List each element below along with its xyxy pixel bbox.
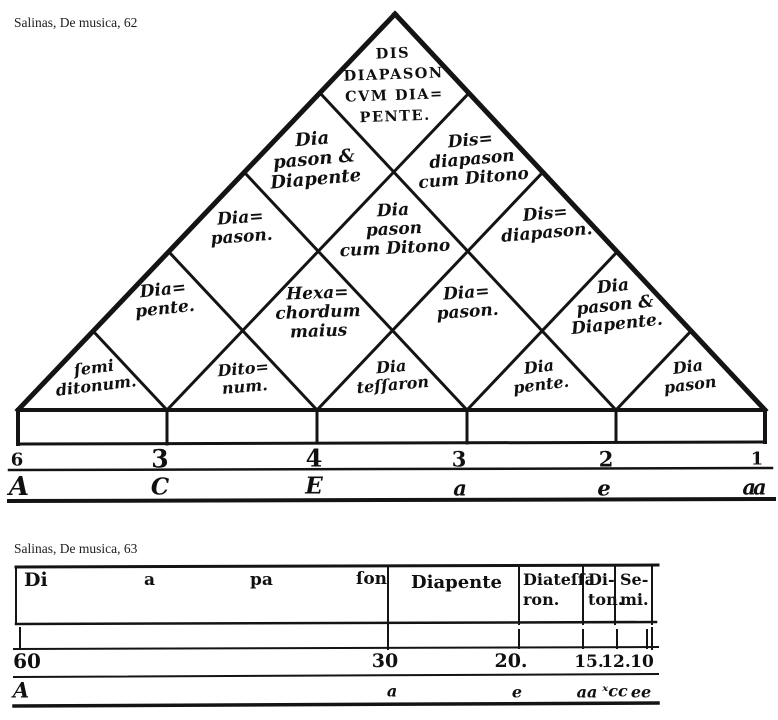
cell-diapason-et-diapente-row4: Dia pason & Diapente.	[570, 274, 664, 340]
triangle-outline	[14, 10, 769, 414]
diapason-syllable-di: Di	[24, 569, 48, 591]
base-number-3a: 3	[151, 444, 169, 474]
monochord-table-borders	[12, 563, 660, 708]
note-letter-aa: aa	[742, 474, 766, 500]
base-ruler	[16, 408, 767, 446]
monochord-number-30: 30	[371, 650, 399, 672]
cell-disdiapason-cum-ditono: Dis= diapason cum Ditono	[417, 128, 530, 194]
caption-fig63: Salinas, De musica, 63	[14, 541, 138, 556]
note-letter-C: C	[150, 473, 170, 501]
note-letter-e: e	[597, 475, 611, 501]
base-number-3b: 3	[451, 446, 467, 472]
diapason-syllable-son: ſon	[356, 569, 388, 589]
diapason-syllable-a: a	[144, 570, 156, 590]
cell-diapente-row4: Dia= pente.	[134, 277, 196, 323]
cell-disdiapason: Dis= diapason.	[500, 202, 594, 247]
note-letter-A: A	[8, 472, 30, 502]
cell-ditonum: Dito= num.	[216, 356, 270, 398]
base-number-2: 2	[598, 446, 614, 472]
header-cell-diapente: Diapente	[411, 572, 503, 593]
cell-diapente-row5: Dia pente.	[512, 355, 571, 398]
header-cell-diatessaron: Diateſſa ron.	[523, 570, 596, 609]
monochord-letter-aa: aa	[576, 682, 598, 702]
cell-diapason-row5: Dia pason	[662, 355, 718, 398]
caption-fig62: Salinas, De musica, 62	[14, 15, 138, 30]
number-letter-rules	[6, 466, 777, 504]
monochord-letter-e: e	[511, 682, 523, 702]
cell-diapason-row3-left: Dia= pason.	[209, 206, 274, 250]
note-letter-a: a	[453, 475, 467, 501]
monochord-letter-xcc: ˣcc	[602, 681, 628, 701]
monochord-number-10: 10	[630, 652, 654, 672]
cell-disdiapason-cum-diapente: DIS DIAPASON CVM DIA= PENTE.	[343, 44, 444, 127]
header-cell-ditonus: Di- ton.	[588, 570, 624, 609]
monochord-letter-a: a	[386, 681, 398, 701]
diapason-syllable-pa: pa	[250, 570, 273, 590]
base-number-4: 4	[305, 443, 323, 473]
monochord-number-20: 20.	[494, 650, 528, 672]
monochord-number-60: 60	[13, 649, 41, 673]
monochord-number-15: 15.	[574, 652, 604, 672]
base-number-1: 1	[750, 448, 764, 470]
base-number-6: 6	[10, 449, 24, 471]
cell-diapason-cum-ditono: Dia pason cum Ditono	[339, 199, 451, 262]
monochord-number-12: 12.	[601, 652, 631, 672]
note-letter-E: E	[305, 472, 323, 500]
monochord-letter-ee: ee	[630, 682, 652, 702]
cell-diapason-row4: Dia= pason.	[435, 281, 500, 325]
cell-diatessaron: Dia teſſaron	[355, 355, 430, 398]
cell-diapason-et-diapente-row2: Dia pason & Diapente	[269, 127, 362, 194]
triangle-lattice	[90, 90, 694, 413]
header-cell-semitonus: Se- mi.	[620, 570, 649, 609]
monochord-letter-A: A	[12, 677, 30, 703]
cell-hexachordum-maius: Hexa= chordum maius	[275, 282, 361, 343]
